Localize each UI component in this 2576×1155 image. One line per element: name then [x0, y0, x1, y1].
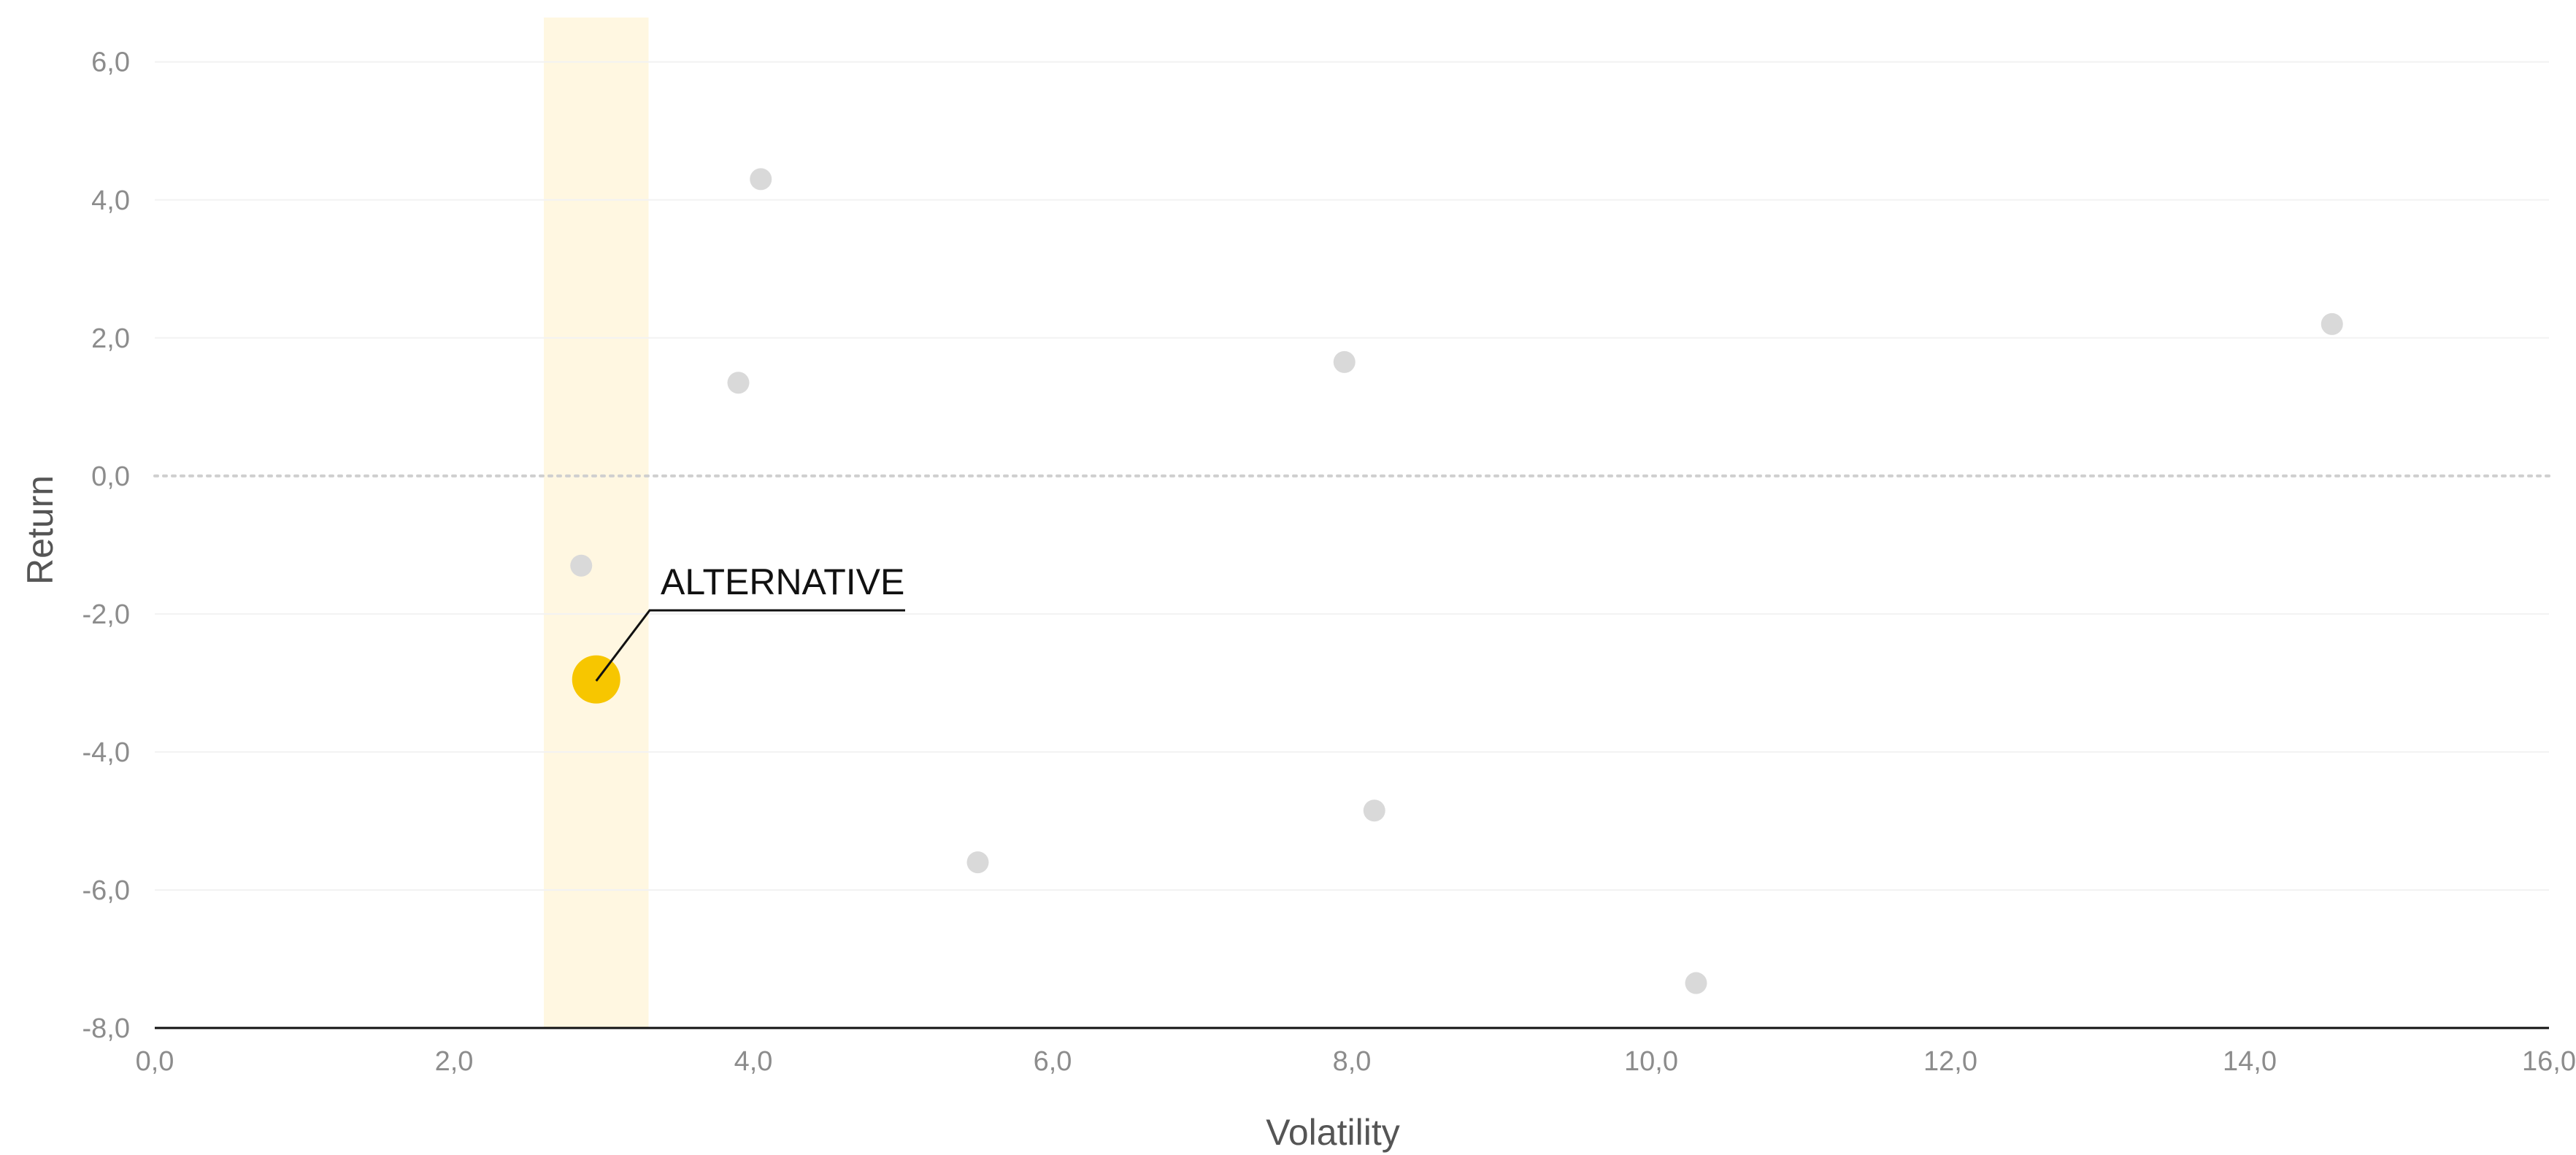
x-tick-label: 16,0 [2522, 1046, 2576, 1077]
x-axis-title: Volatility [1266, 1112, 1399, 1153]
x-tick-label: 12,0 [1923, 1046, 1977, 1077]
y-tick-labels: 6,0 4,0 2,0 0,0 -2,0 -4,0 -6,0 -8,0 [82, 47, 130, 1044]
scatter-point [2321, 312, 2343, 335]
gridlines [155, 61, 2549, 891]
x-tick-label: 4,0 [734, 1046, 773, 1077]
y-tick-label: 4,0 [91, 185, 130, 216]
highlight-band-layer [544, 18, 649, 1028]
y-tick-label: -4,0 [82, 737, 130, 768]
highlighted-point-layer: ALTERNATIVE [572, 561, 905, 704]
scatter-points [570, 168, 2343, 994]
annotation-label: ALTERNATIVE [661, 561, 904, 602]
x-tick-label: 0,0 [136, 1046, 174, 1077]
y-tick-label: -6,0 [82, 875, 130, 906]
x-tick-label: 2,0 [435, 1046, 474, 1077]
y-tick-label: -2,0 [82, 599, 130, 630]
y-axis-title: Return [20, 475, 61, 585]
scatter-point [1363, 799, 1385, 822]
x-tick-label: 8,0 [1333, 1046, 1372, 1077]
scatter-point [570, 554, 593, 577]
scatter-point [1333, 350, 1356, 373]
y-tick-label: 2,0 [91, 323, 130, 354]
highlight-band [544, 18, 649, 1028]
y-tick-label: -8,0 [82, 1013, 130, 1044]
annotation-leader-line [595, 609, 905, 682]
y-tick-label: 0,0 [91, 461, 130, 492]
x-tick-label: 14,0 [2223, 1046, 2277, 1077]
x-tick-label: 10,0 [1624, 1046, 1678, 1077]
scatter-point [750, 168, 772, 191]
scatter-point [966, 851, 989, 874]
scatter-point [727, 372, 750, 394]
y-tick-label: 6,0 [91, 47, 130, 78]
x-tick-label: 6,0 [1034, 1046, 1072, 1077]
x-tick-labels: 0,0 2,0 4,0 6,0 8,0 10,0 12,0 14,0 16,0 [136, 1046, 2576, 1077]
scatter-point [1685, 972, 1707, 994]
